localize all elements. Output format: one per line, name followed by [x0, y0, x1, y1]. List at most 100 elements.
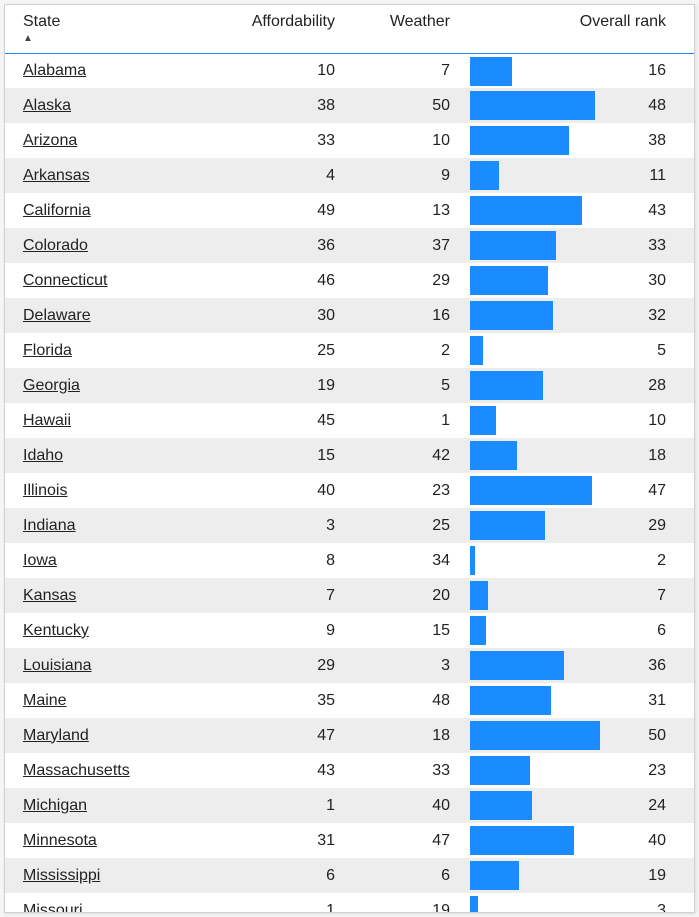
cell-weather: 50 [353, 88, 468, 123]
cell-overall: 7 [468, 578, 694, 613]
state-link[interactable]: Missouri [23, 902, 83, 913]
state-link[interactable]: Iowa [23, 552, 57, 569]
cell-weather: 37 [353, 228, 468, 263]
cell-state: Idaho [5, 438, 205, 473]
overall-value: 47 [648, 482, 666, 499]
overall-value: 6 [657, 622, 666, 639]
state-link[interactable]: Indiana [23, 517, 76, 534]
state-link[interactable]: Kansas [23, 587, 76, 604]
overall-value: 48 [648, 97, 666, 114]
cell-overall: 16 [468, 53, 694, 88]
state-link[interactable]: Louisiana [23, 657, 92, 674]
header-weather-label: Weather [390, 13, 450, 30]
cell-weather: 18 [353, 718, 468, 753]
scroll-area[interactable]: State ▲ Affordability Weather Overall ra… [5, 5, 694, 912]
overall-bar [470, 791, 532, 820]
table-row: Minnesota314740 [5, 823, 694, 858]
header-weather[interactable]: Weather [353, 5, 468, 53]
cell-weather: 9 [353, 158, 468, 193]
overall-bar [470, 126, 569, 155]
cell-affordability: 35 [205, 683, 353, 718]
cell-affordability: 1 [205, 893, 353, 912]
overall-value: 23 [648, 762, 666, 779]
overall-value: 2 [657, 552, 666, 569]
cell-weather: 10 [353, 123, 468, 158]
cell-overall: 23 [468, 753, 694, 788]
state-link[interactable]: Delaware [23, 307, 91, 324]
cell-affordability: 10 [205, 53, 353, 88]
state-link[interactable]: Arkansas [23, 167, 90, 184]
overall-bar [470, 756, 530, 785]
overall-value: 43 [648, 202, 666, 219]
cell-overall: 36 [468, 648, 694, 683]
cell-weather: 40 [353, 788, 468, 823]
cell-state: Alabama [5, 53, 205, 88]
overall-bar [470, 826, 574, 855]
cell-state: Hawaii [5, 403, 205, 438]
table-container: State ▲ Affordability Weather Overall ra… [4, 4, 695, 913]
state-link[interactable]: Maryland [23, 727, 89, 744]
overall-bar [470, 91, 595, 120]
cell-overall: 40 [468, 823, 694, 858]
header-affordability[interactable]: Affordability [205, 5, 353, 53]
overall-value: 24 [648, 797, 666, 814]
state-link[interactable]: Kentucky [23, 622, 89, 639]
table-row: Mississippi6619 [5, 858, 694, 893]
state-link[interactable]: California [23, 202, 91, 219]
cell-affordability: 40 [205, 473, 353, 508]
state-link[interactable]: Hawaii [23, 412, 71, 429]
cell-affordability: 46 [205, 263, 353, 298]
state-link[interactable]: Alaska [23, 97, 71, 114]
cell-affordability: 43 [205, 753, 353, 788]
state-link[interactable]: Connecticut [23, 272, 108, 289]
overall-value: 30 [648, 272, 666, 289]
table-row: Idaho154218 [5, 438, 694, 473]
overall-bar [470, 161, 499, 190]
overall-bar [470, 406, 496, 435]
cell-overall: 28 [468, 368, 694, 403]
cell-overall: 10 [468, 403, 694, 438]
state-link[interactable]: Georgia [23, 377, 80, 394]
cell-weather: 7 [353, 53, 468, 88]
table-row: Alabama 10716 [5, 53, 694, 88]
cell-affordability: 8 [205, 543, 353, 578]
state-link[interactable]: Minnesota [23, 832, 97, 849]
overall-value: 7 [657, 587, 666, 604]
table-body: Alabama10716Alaska385048Arizona331038Ark… [5, 53, 694, 912]
state-link[interactable]: Florida [23, 342, 72, 359]
state-link[interactable]: Mississippi [23, 867, 100, 884]
state-link[interactable]: Alabama [23, 62, 86, 79]
cell-overall: 2 [468, 543, 694, 578]
cell-affordability: 6 [205, 858, 353, 893]
cell-state: Arkansas [5, 158, 205, 193]
state-link[interactable]: Michigan [23, 797, 87, 814]
table-row: Kansas7207 [5, 578, 694, 613]
header-overall-label: Overall rank [580, 13, 666, 30]
overall-value: 11 [649, 167, 666, 184]
cell-state: Michigan [5, 788, 205, 823]
table-row: Colorado363733 [5, 228, 694, 263]
header-overall[interactable]: Overall rank [468, 5, 694, 53]
state-link[interactable]: Illinois [23, 482, 67, 499]
table-row: Maine354831 [5, 683, 694, 718]
header-state[interactable]: State ▲ [5, 5, 205, 53]
state-link[interactable]: Maine [23, 692, 67, 709]
cell-weather: 29 [353, 263, 468, 298]
overall-bar [470, 581, 488, 610]
cell-overall: 31 [468, 683, 694, 718]
cell-overall: 47 [468, 473, 694, 508]
overall-bar [470, 546, 475, 575]
state-link[interactable]: Idaho [23, 447, 63, 464]
overall-value: 19 [648, 867, 666, 884]
state-link[interactable]: Arizona [23, 132, 77, 149]
cell-overall: 6 [468, 613, 694, 648]
cell-state: Delaware [5, 298, 205, 333]
state-link[interactable]: Massachusetts [23, 762, 130, 779]
overall-bar [470, 651, 564, 680]
state-link[interactable]: Colorado [23, 237, 88, 254]
table-row: Hawaii45110 [5, 403, 694, 438]
cell-state: Missouri [5, 893, 205, 912]
cell-weather: 5 [353, 368, 468, 403]
table-row: Alaska385048 [5, 88, 694, 123]
overall-bar [470, 476, 592, 505]
